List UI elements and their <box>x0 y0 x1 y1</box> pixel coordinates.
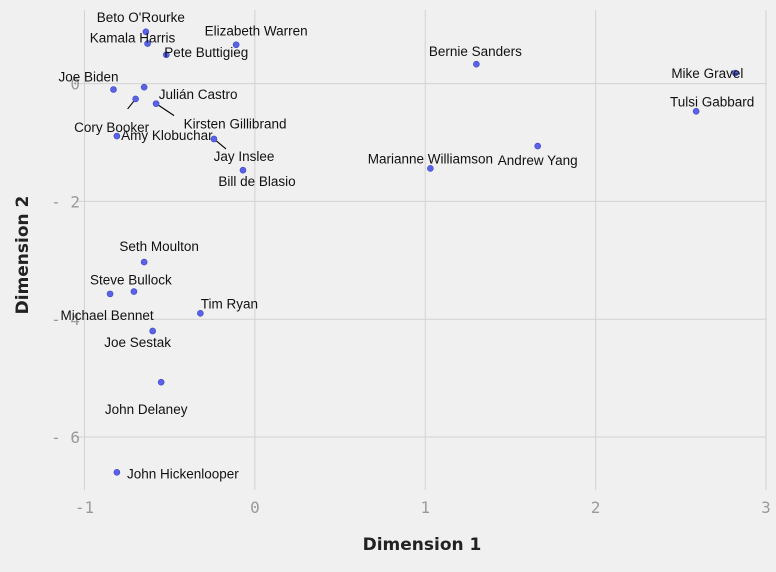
point-label: Marianne Williamson <box>368 151 493 166</box>
point-label: Elizabeth Warren <box>205 24 308 39</box>
data-point <box>113 469 121 476</box>
point-label: Julián Castro <box>159 87 238 102</box>
data-point <box>144 40 151 47</box>
point-label: Seth Moulton <box>119 239 199 254</box>
data-point <box>130 288 138 295</box>
point-label: Tim Ryan <box>201 296 258 311</box>
data-point <box>210 135 218 143</box>
x-tick-label: 2 <box>591 498 601 517</box>
x-tick-label: 0 <box>250 498 260 517</box>
data-point <box>534 142 542 150</box>
x-tick-label: 1 <box>420 498 430 517</box>
data-point <box>132 95 139 103</box>
point-label: John Hickenlooper <box>127 466 239 481</box>
y-tick-label: - 6 <box>51 428 80 447</box>
data-points <box>106 28 739 476</box>
point-label: Jay Inslee <box>214 149 275 164</box>
data-point <box>140 258 148 266</box>
data-point <box>232 41 240 49</box>
data-point <box>113 132 121 140</box>
point-label: Joe Sestak <box>104 335 171 350</box>
y-tick-label: - 4 <box>51 310 80 329</box>
point-label: John Delaney <box>105 402 188 417</box>
point-label: Bill de Blasio <box>218 174 295 189</box>
point-label: Beto O'Rourke <box>97 10 185 25</box>
data-point <box>427 165 434 172</box>
point-label: Tulsi Gabbard <box>670 94 754 109</box>
grid <box>76 10 767 490</box>
data-point <box>473 60 480 68</box>
point-label: Cory Booker <box>74 120 150 135</box>
data-point <box>140 83 148 91</box>
data-point <box>149 327 156 335</box>
data-point <box>692 108 700 115</box>
data-point <box>732 69 739 77</box>
point-label: Michael Bennet <box>61 308 154 323</box>
data-point <box>152 100 160 107</box>
y-tick-label: - 2 <box>51 192 80 211</box>
x-tick-label: -1 <box>75 498 94 517</box>
point-labels: Beto O'Rourke Kamala Harris Elizabeth Warr… <box>58 10 754 482</box>
point-label: Pete Buttigieg <box>164 45 248 60</box>
x-axis-title: Dimension 1 <box>363 535 482 555</box>
data-point <box>239 166 247 174</box>
data-point <box>162 51 170 59</box>
point-label: Kamala Harris <box>90 31 176 46</box>
label-leader <box>155 103 175 117</box>
data-point <box>197 310 204 317</box>
point-label: Kirsten Gillibrand <box>184 117 287 132</box>
data-point <box>110 86 117 93</box>
point-label: Andrew Yang <box>498 153 578 168</box>
data-point <box>106 290 114 298</box>
point-label: Mike Gravel <box>671 66 743 81</box>
y-tick-label: 0 <box>70 75 80 94</box>
data-point <box>157 378 165 386</box>
point-label: Joe Biden <box>58 70 118 85</box>
y-axis-title: Dimension 2 <box>13 196 33 315</box>
point-label: Bernie Sanders <box>429 44 522 59</box>
x-tick-label: 3 <box>761 498 771 517</box>
y-axis-ticks: 0 - 2 - 4 - 6 <box>51 75 80 447</box>
data-point <box>142 28 150 36</box>
point-label: Amy Klobuchar <box>121 128 213 143</box>
x-axis-ticks: -1 0 1 2 3 <box>75 498 771 517</box>
point-label: Steve Bullock <box>90 273 172 288</box>
